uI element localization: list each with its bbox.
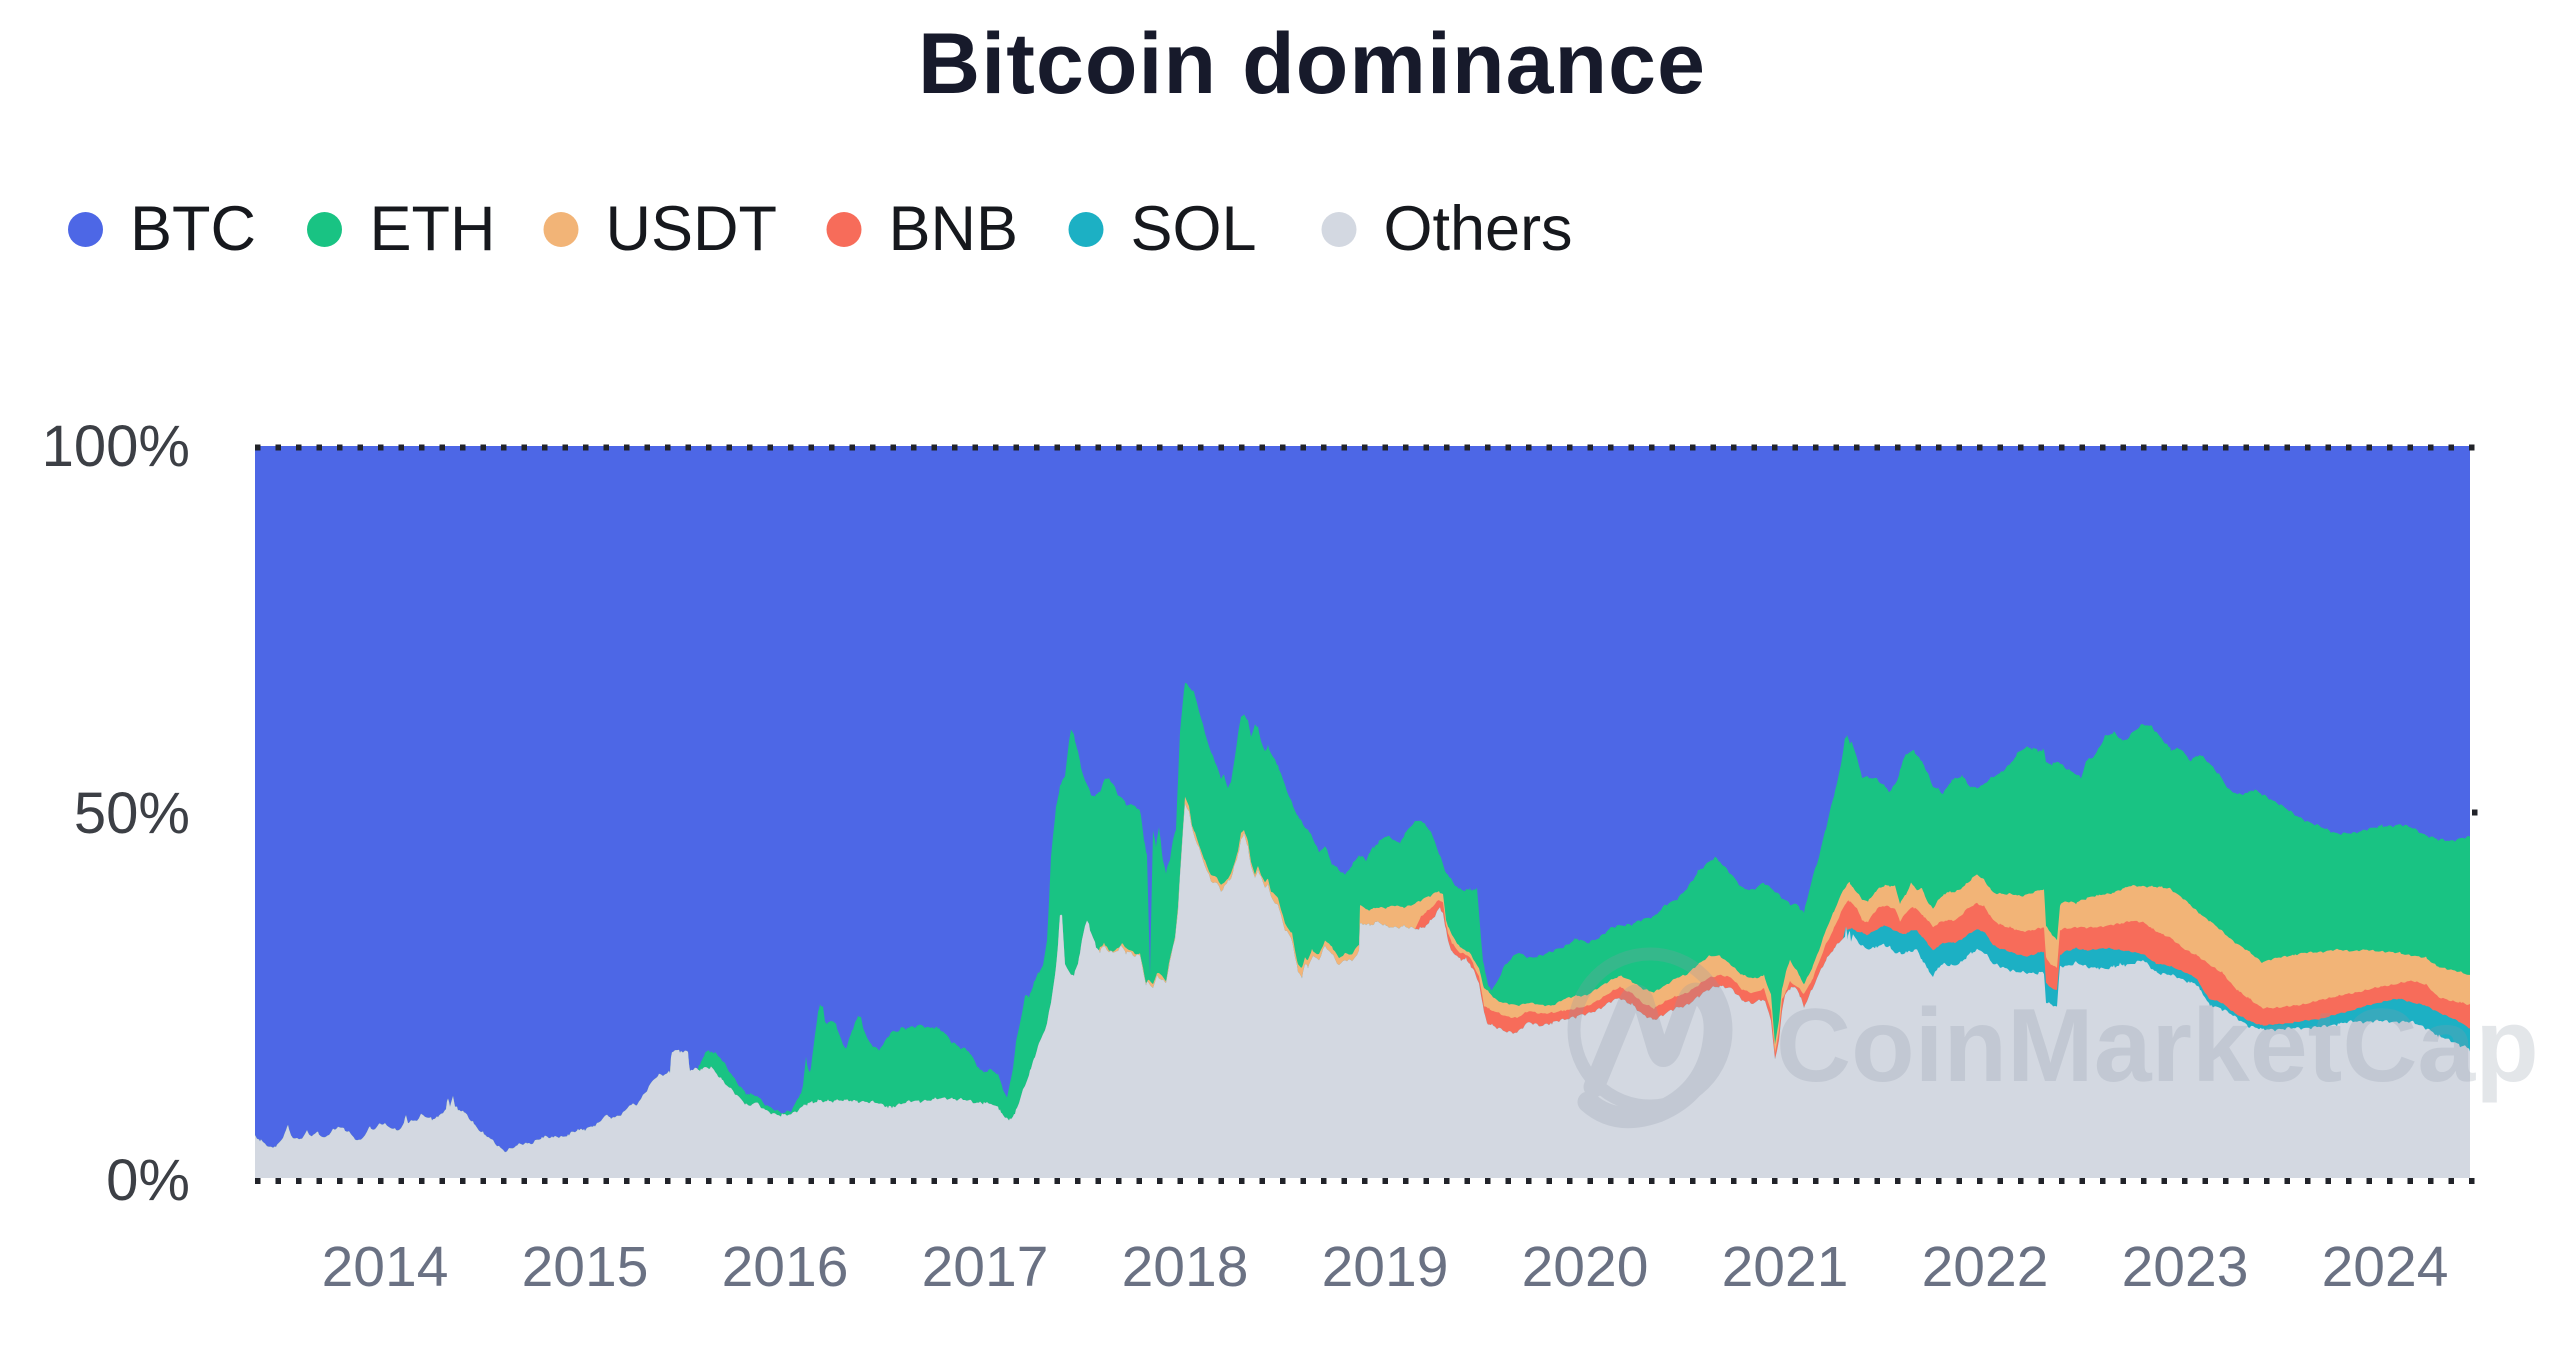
svg-text:0%: 0% [106, 1148, 190, 1213]
svg-text:BTC: BTC [130, 194, 256, 264]
svg-text:2022: 2022 [1922, 1235, 2049, 1299]
svg-text:100%: 100% [42, 414, 190, 479]
svg-text:2016: 2016 [722, 1235, 849, 1299]
svg-text:2018: 2018 [1122, 1235, 1249, 1299]
svg-text:ETH: ETH [370, 194, 496, 264]
svg-text:2021: 2021 [1722, 1235, 1849, 1299]
svg-text:50%: 50% [74, 781, 190, 846]
svg-text:2015: 2015 [522, 1235, 649, 1299]
svg-text:SOL: SOL [1131, 194, 1257, 264]
svg-text:2019: 2019 [1322, 1235, 1449, 1299]
svg-text:2024: 2024 [2322, 1235, 2449, 1299]
svg-text:BNB: BNB [889, 194, 1019, 264]
svg-text:2020: 2020 [1522, 1235, 1649, 1299]
svg-text:Bitcoin dominance: Bitcoin dominance [918, 16, 1706, 112]
svg-text:2014: 2014 [322, 1235, 449, 1299]
svg-text:USDT: USDT [606, 194, 778, 264]
svg-text:2017: 2017 [922, 1235, 1049, 1299]
svg-text:CoinMarketCap: CoinMarketCap [1776, 988, 2539, 1104]
svg-text:Others: Others [1384, 194, 1573, 264]
svg-text:2023: 2023 [2122, 1235, 2249, 1299]
